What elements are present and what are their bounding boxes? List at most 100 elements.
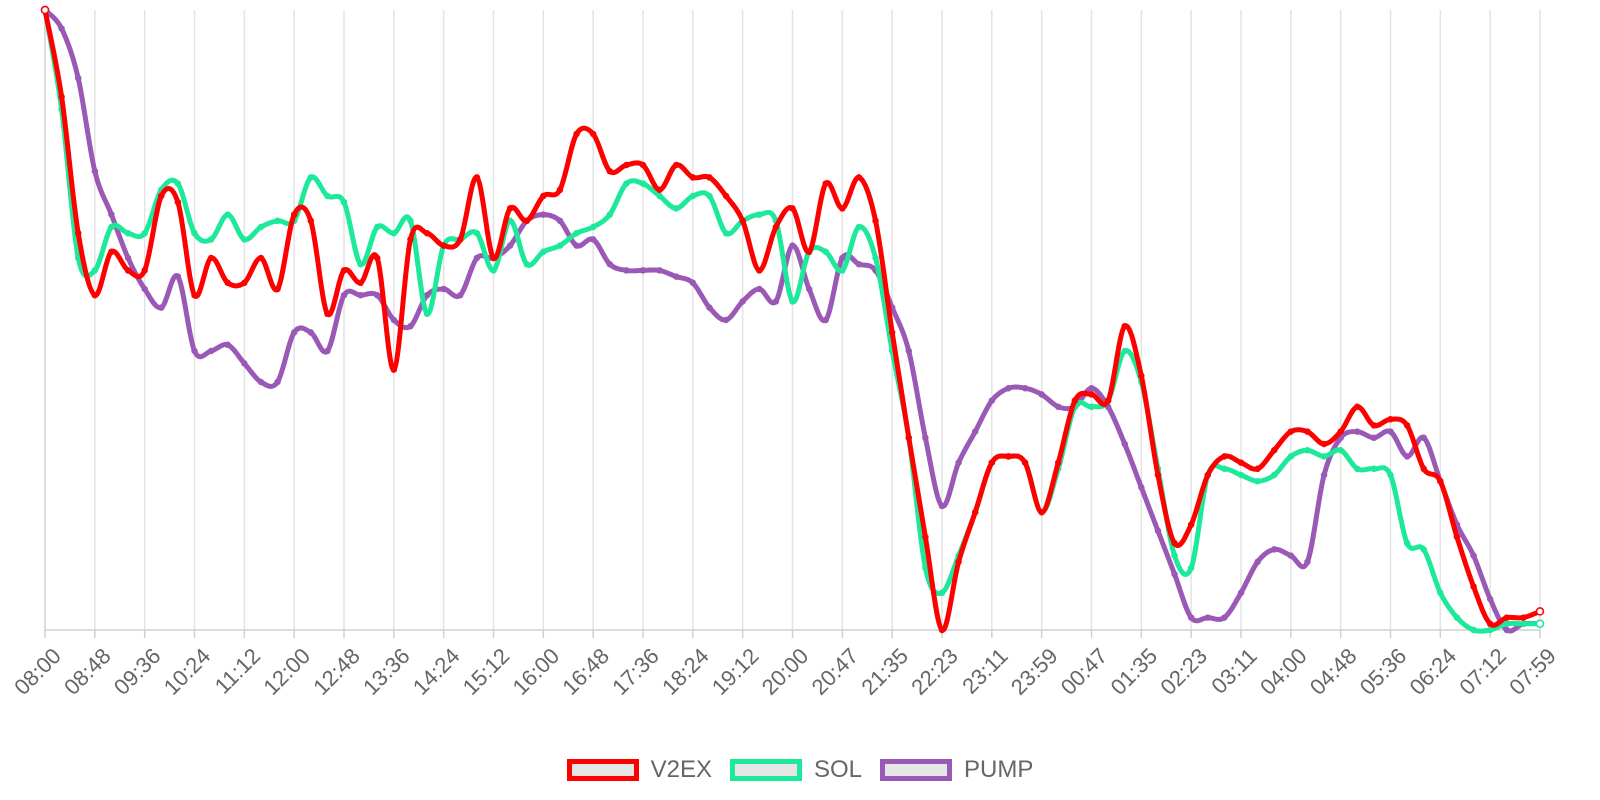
data-point[interactable] [1204,614,1212,621]
data-point[interactable] [938,502,946,510]
data-point[interactable] [1403,422,1411,429]
data-point[interactable] [1403,453,1411,460]
data-point[interactable] [523,217,530,225]
data-point[interactable] [241,360,248,367]
data-point[interactable] [357,291,364,299]
data-point[interactable] [1237,589,1245,597]
data-point[interactable] [756,285,763,293]
data-point[interactable] [1420,434,1427,442]
data-point[interactable] [108,248,115,256]
data-point[interactable] [1055,459,1062,466]
data-point[interactable] [473,254,481,262]
data-point[interactable] [340,291,348,299]
data-point[interactable] [1187,521,1195,528]
data-point[interactable] [1221,453,1228,460]
data-point[interactable] [872,217,879,225]
data-point[interactable] [1038,508,1045,516]
data-point[interactable] [407,236,414,243]
data-point[interactable] [423,291,431,299]
data-point[interactable] [706,174,713,181]
data-point[interactable] [639,161,647,169]
data-point[interactable] [1038,391,1045,398]
data-point[interactable] [1437,589,1444,597]
data-point[interactable] [606,260,614,268]
data-point[interactable] [257,254,265,262]
data-point[interactable] [789,205,796,212]
data-point[interactable] [1237,471,1245,479]
data-point[interactable] [290,329,298,336]
data-point[interactable] [1370,434,1378,442]
data-point[interactable] [656,186,663,194]
data-point[interactable] [623,161,630,169]
data-point[interactable] [988,397,996,404]
data-point[interactable] [141,229,148,237]
data-point[interactable] [124,254,132,262]
data-point[interactable] [1304,446,1311,454]
data-point[interactable] [540,248,547,256]
data-point[interactable] [1320,440,1328,448]
data-point[interactable] [207,347,215,355]
data-point[interactable] [91,167,99,175]
data-point[interactable] [1104,397,1112,404]
data-point[interactable] [274,285,281,293]
data-point[interactable] [1453,533,1461,541]
data-point[interactable] [241,236,248,243]
data-point[interactable] [589,236,597,243]
data-point[interactable] [1503,620,1511,628]
data-point[interactable] [1337,446,1344,454]
data-point[interactable] [1354,403,1361,411]
data-point[interactable] [988,459,996,466]
data-point[interactable] [523,260,530,268]
data-point[interactable] [1055,403,1062,411]
data-point[interactable] [805,285,813,293]
data-point[interactable] [656,192,663,200]
data-point[interactable] [274,378,281,386]
data-point[interactable] [839,267,846,274]
data-point[interactable] [756,267,763,274]
legend-item-pump[interactable]: PUMP [880,756,1033,784]
data-point[interactable] [772,298,780,305]
data-point[interactable] [74,229,82,237]
data-point[interactable] [623,267,630,274]
data-point[interactable] [440,285,447,293]
data-point[interactable] [1254,465,1261,473]
data-point[interactable] [390,229,398,237]
data-point[interactable] [1354,428,1361,435]
data-point[interactable] [357,260,364,268]
data-point[interactable] [91,291,99,299]
data-point[interactable] [1187,614,1195,621]
data-point[interactable] [1121,322,1128,330]
data-point[interactable] [1320,453,1328,460]
data-point[interactable] [573,242,580,249]
data-point[interactable] [191,291,198,299]
data-point[interactable] [706,192,713,200]
data-point[interactable] [1221,465,1228,473]
data-point[interactable] [207,236,215,243]
data-point[interactable] [1154,527,1162,535]
data-point[interactable] [1254,477,1261,485]
data-point[interactable] [855,260,863,268]
data-point[interactable] [340,198,348,206]
data-point[interactable] [1088,403,1095,411]
data-point[interactable] [1470,626,1477,634]
data-point[interactable] [971,508,979,516]
data-point[interactable] [689,279,697,287]
data-point[interactable] [58,25,65,32]
data-point[interactable] [1486,626,1494,634]
data-point[interactable] [407,217,414,225]
data-point[interactable] [1005,384,1012,392]
data-point[interactable] [124,229,132,237]
data-point[interactable] [573,130,580,138]
data-point[interactable] [307,174,315,181]
data-point[interactable] [1088,391,1095,398]
data-point[interactable] [1204,471,1212,479]
data-point[interactable] [423,229,431,237]
data-point[interactable] [423,310,431,318]
data-point[interactable] [1535,607,1545,616]
data-point[interactable] [888,329,896,336]
data-point[interactable] [922,564,929,572]
data-point[interactable] [606,167,614,175]
data-point[interactable] [540,211,547,218]
data-point[interactable] [1287,428,1295,435]
data-point[interactable] [207,254,215,262]
